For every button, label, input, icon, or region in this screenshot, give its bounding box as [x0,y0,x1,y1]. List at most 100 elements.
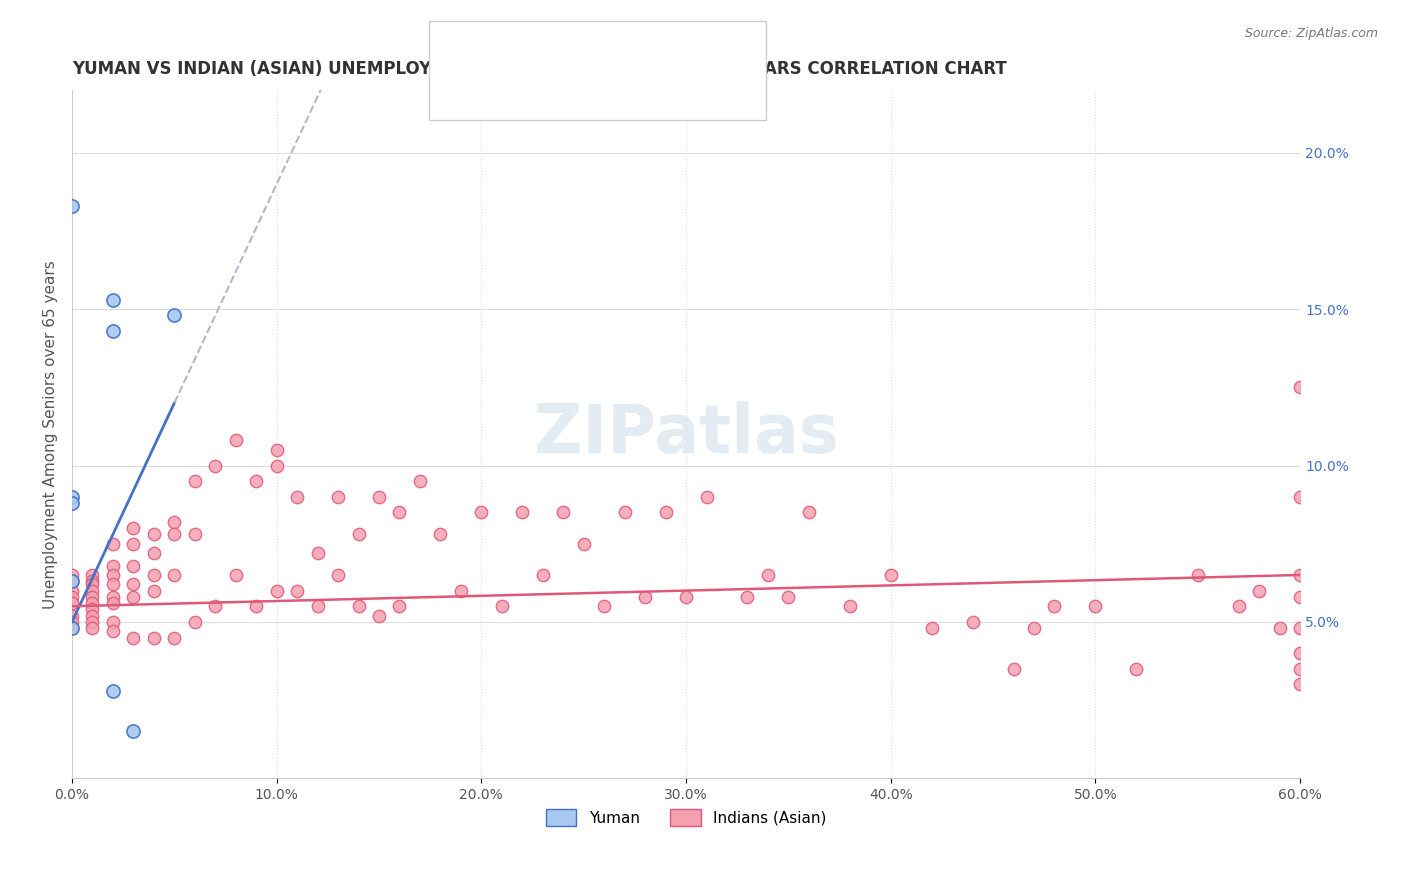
Text: Source: ZipAtlas.com: Source: ZipAtlas.com [1244,27,1378,40]
Point [1289,490,1312,504]
Point [1289,621,1312,635]
Point [82,608,104,623]
Point [101,324,124,338]
Point [675,590,697,604]
Point [101,568,124,582]
Point [101,590,124,604]
Point [184,474,207,488]
Point [756,568,779,582]
Point [491,599,513,614]
Point [797,505,820,519]
Point [368,608,391,623]
Point [470,505,492,519]
Point [388,599,411,614]
Point [285,583,308,598]
Point [1289,380,1312,394]
Point [122,724,145,739]
Point [101,683,124,698]
Point [184,527,207,541]
Point [409,474,432,488]
Point [245,474,267,488]
Point [142,568,165,582]
Text: 10: 10 [658,44,685,58]
Point [60,496,83,510]
Point [531,568,554,582]
Point [1268,621,1291,635]
Point [450,583,472,598]
Point [82,574,104,589]
Point [163,309,186,323]
Point [101,558,124,573]
Point [60,583,83,598]
Point [60,615,83,629]
Point [204,599,226,614]
Point [1084,599,1107,614]
Point [60,608,83,623]
Point [122,521,145,535]
Text: ZIPatlas: ZIPatlas [534,401,838,467]
Point [101,615,124,629]
Point [695,490,717,504]
Point [553,505,575,519]
Text: 0.104: 0.104 [572,71,620,86]
Point [347,599,370,614]
Point [347,527,370,541]
Text: R =: R = [541,71,575,86]
Point [142,546,165,560]
Point [142,583,165,598]
Point [778,590,800,604]
Point [1289,646,1312,660]
Point [82,577,104,591]
Point [122,537,145,551]
Point [266,442,288,457]
Point [82,602,104,616]
Point [82,568,104,582]
Point [82,590,104,604]
Point [510,505,533,519]
Point [880,568,903,582]
Point [101,537,124,551]
Point [962,615,984,629]
Y-axis label: Unemployment Among Seniors over 65 years: Unemployment Among Seniors over 65 years [44,260,58,608]
Point [654,505,676,519]
Point [921,621,943,635]
Point [82,621,104,635]
Text: 105: 105 [658,71,690,86]
Text: N =: N = [630,44,664,58]
Point [1043,599,1066,614]
Point [101,596,124,610]
Point [634,590,657,604]
Point [1187,568,1209,582]
Point [163,568,186,582]
Point [60,568,83,582]
Text: N =: N = [630,71,664,86]
Point [266,458,288,473]
Point [60,596,83,610]
Point [838,599,860,614]
Point [1249,583,1271,598]
Point [1289,568,1312,582]
Point [101,293,124,307]
Point [60,574,83,589]
Point [101,577,124,591]
Point [82,615,104,629]
Point [60,490,83,504]
Point [82,596,104,610]
Point [429,527,451,541]
Legend: Yuman, Indians (Asian): Yuman, Indians (Asian) [540,803,832,832]
Point [60,199,83,213]
Point [163,527,186,541]
Text: R =: R = [541,44,575,58]
Text: 0.194: 0.194 [572,44,620,58]
Point [60,590,83,604]
Point [163,631,186,645]
Point [122,558,145,573]
Point [1002,662,1025,676]
Point [307,546,329,560]
Point [101,624,124,639]
Point [204,458,226,473]
Point [1227,599,1250,614]
Point [184,615,207,629]
Text: YUMAN VS INDIAN (ASIAN) UNEMPLOYMENT AMONG SENIORS OVER 65 YEARS CORRELATION CHA: YUMAN VS INDIAN (ASIAN) UNEMPLOYMENT AMO… [72,60,1007,78]
Point [225,568,247,582]
